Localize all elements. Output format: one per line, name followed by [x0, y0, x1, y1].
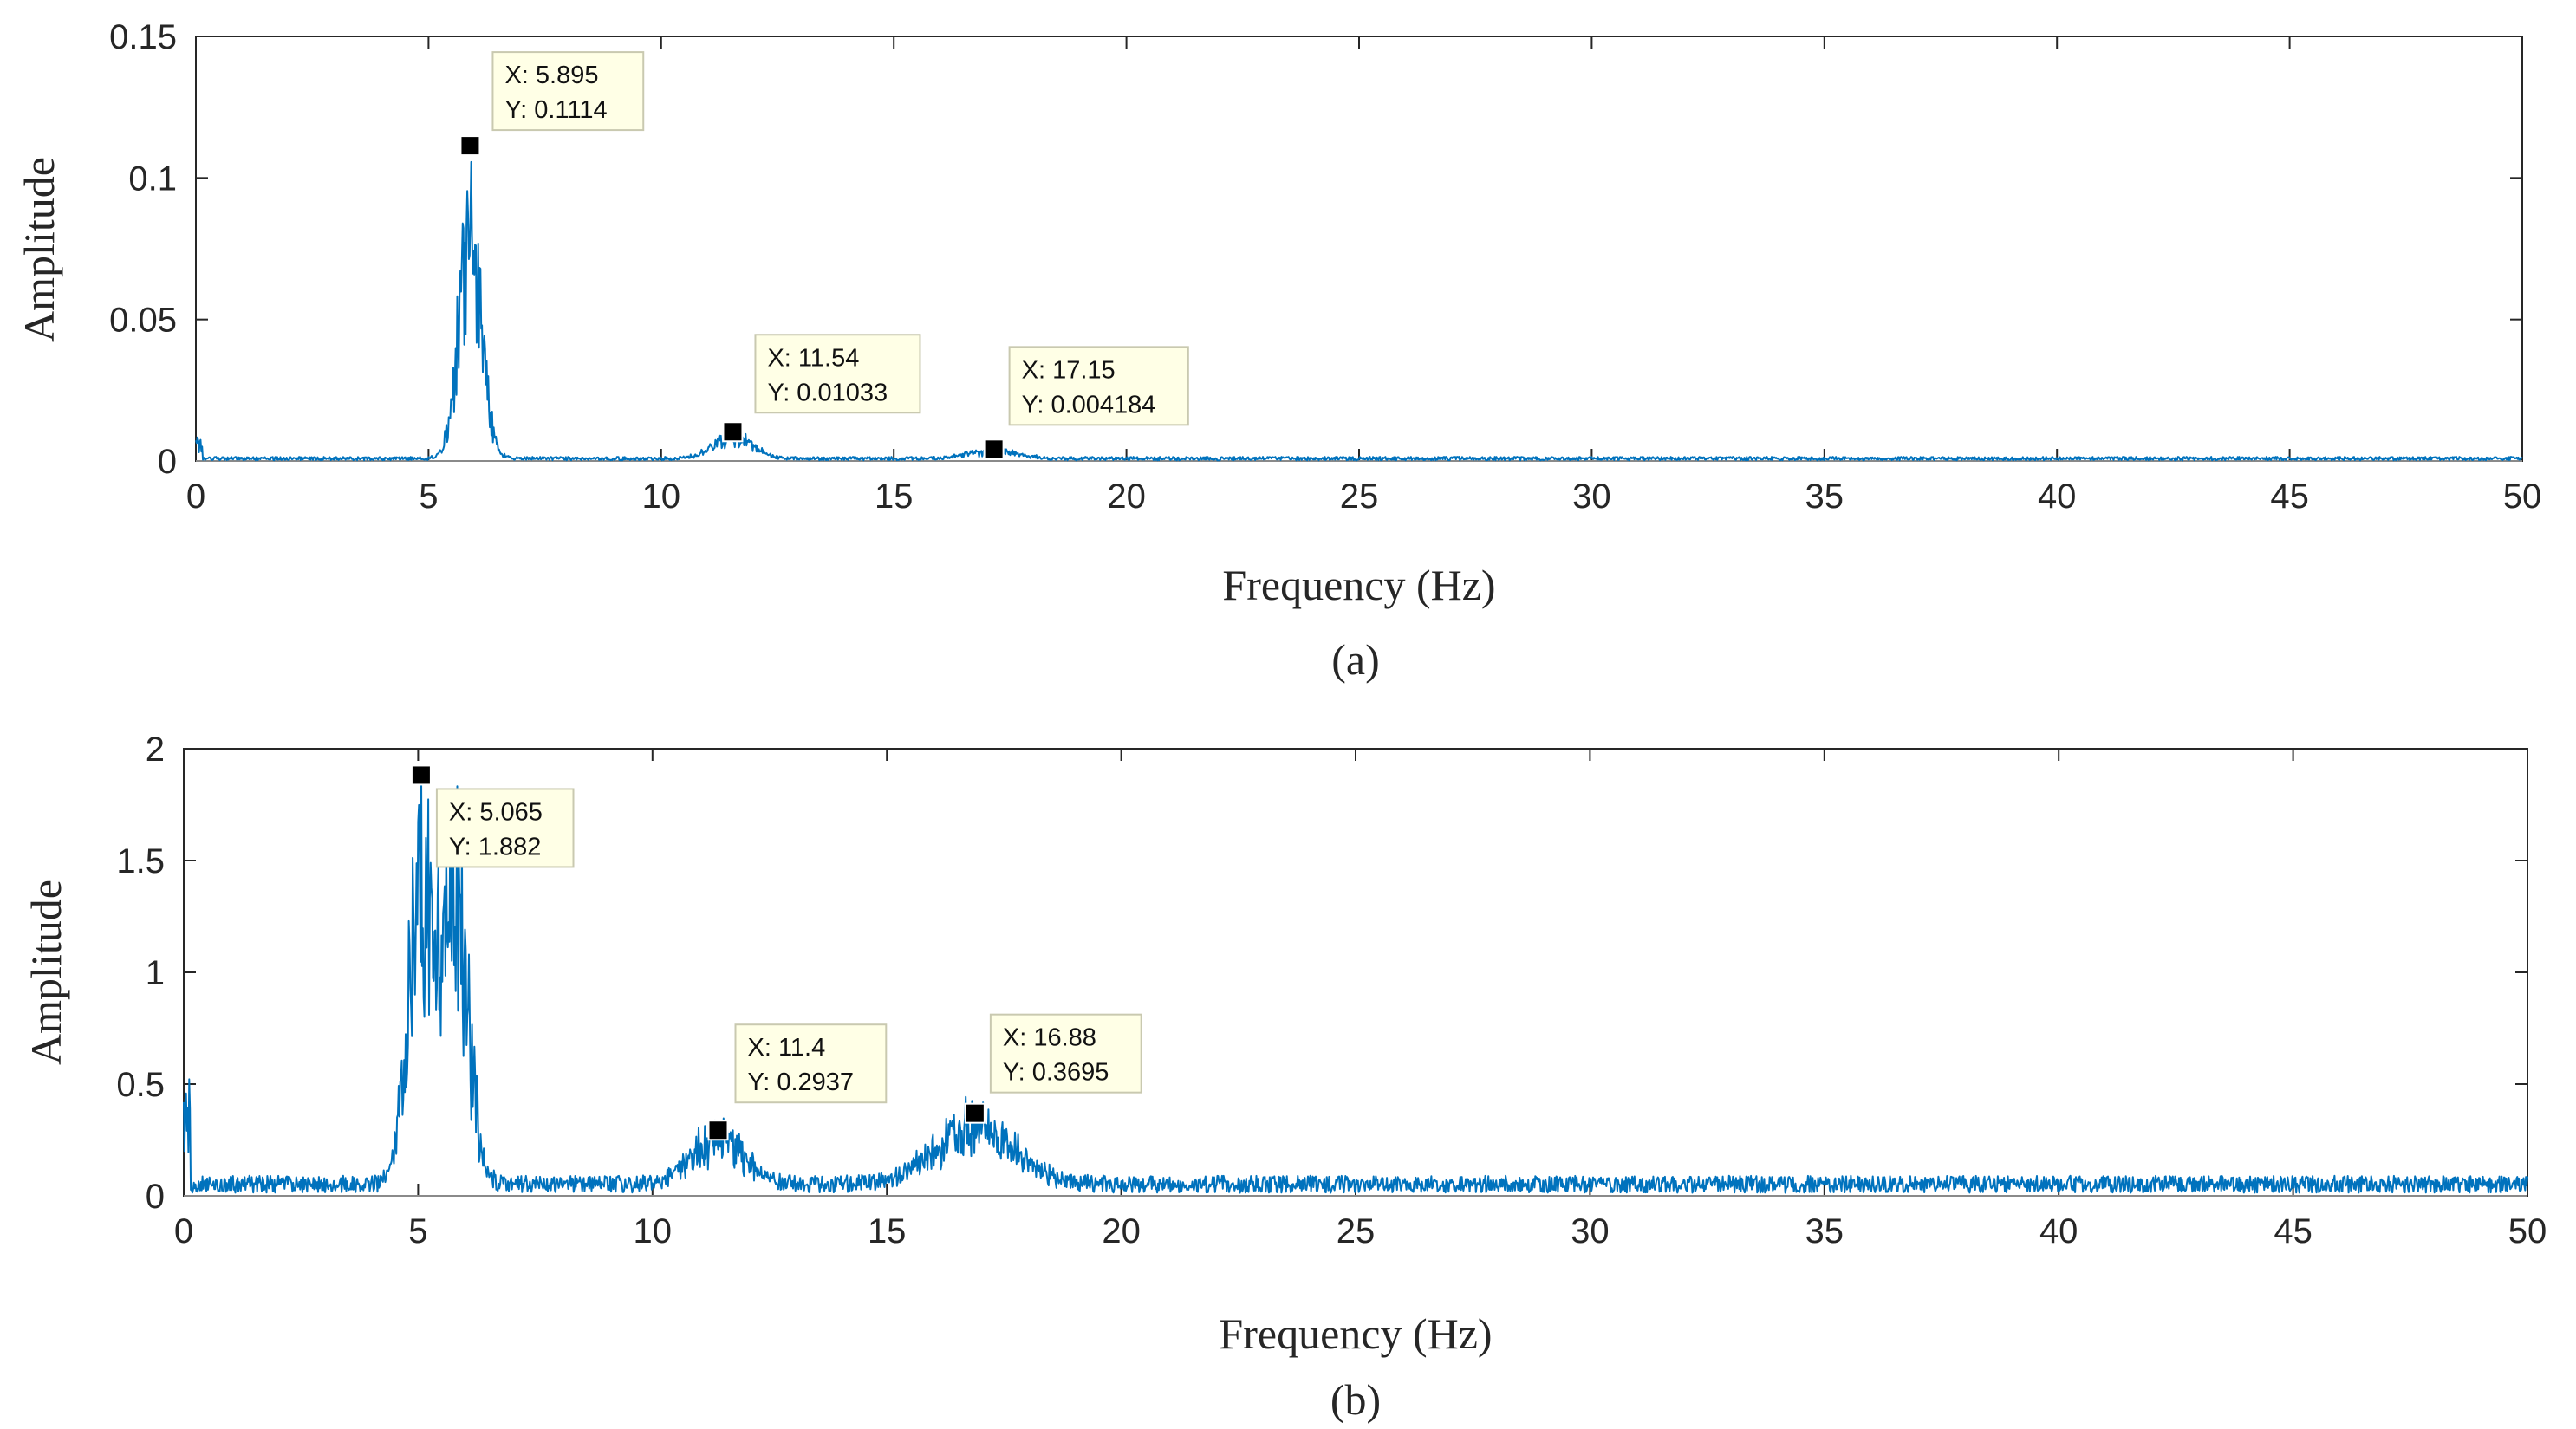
- datatip-box: [734, 1023, 888, 1104]
- datatips-a: X: 5.895 Y: 0.1114 X: 11.54 Y: 0.01033 X: 17…: [459, 51, 1189, 460]
- xtick-label: 40: [2039, 1212, 2078, 1250]
- xtick-label: 20: [1102, 1212, 1141, 1250]
- datatip-box: [435, 788, 575, 868]
- ytick-label: 2: [146, 731, 165, 769]
- datatip-marker: [459, 135, 481, 157]
- xlabel-b: Frequency (Hz): [1219, 1309, 1492, 1358]
- datatips-b: X: 5.065 Y: 1.882 X: 11.4 Y: 0.2937 X: 16.88…: [410, 764, 1142, 1141]
- panel-caption-b: (b): [1330, 1375, 1381, 1424]
- xtick-label: 10: [642, 477, 681, 516]
- ytick-label: 1: [146, 954, 165, 992]
- ticks-b: 0 5 10 15 20 25 30 35 40 45 50 0 0.5 1 1.5 2: [116, 731, 2547, 1250]
- datatip-x: X: 5.895: [504, 62, 598, 89]
- xtick-label: 5: [408, 1212, 427, 1250]
- xtick-label: 40: [2038, 477, 2077, 516]
- datatip-y: Y: 0.004184: [1022, 391, 1156, 419]
- panel-b: 0 5 10 15 20 25 30 35 40 45 50 0 0.5 1 1.5 2 X: 5.065 Y:…: [22, 731, 2547, 1424]
- datatip-y: Y: 0.2937: [748, 1069, 855, 1096]
- xtick-label: 45: [2270, 477, 2309, 516]
- series-a: [195, 160, 2523, 462]
- ytick-label: 1.5: [116, 842, 165, 880]
- xtick-label: 10: [634, 1212, 673, 1250]
- xlabel-a: Frequency (Hz): [1222, 561, 1495, 609]
- ticks-a: 0 5 10 15 20 25 30 35 40 45 50 0 0.05 0.1 0.15: [109, 18, 2541, 516]
- spectrum-line: [195, 160, 2523, 462]
- xtick-label: 35: [1805, 477, 1844, 516]
- datatip-y: Y: 0.3695: [1003, 1059, 1109, 1087]
- datatip-marker: [983, 438, 1005, 460]
- datatip-y: Y: 0.01033: [767, 379, 888, 406]
- datatip-marker: [964, 1102, 986, 1124]
- datatip-x: X: 5.065: [449, 798, 543, 826]
- xtick-label: 50: [2508, 1212, 2547, 1250]
- ytick-label: 0.5: [116, 1066, 165, 1104]
- datatip-x: X: 11.4: [748, 1034, 826, 1062]
- ytick-label: 0.15: [109, 18, 177, 56]
- datatip-x: X: 11.54: [767, 344, 859, 372]
- datatip-y: Y: 1.882: [449, 833, 541, 861]
- datatip-y: Y: 0.1114: [504, 96, 607, 124]
- series-b: [183, 770, 2528, 1197]
- ylabel-b: Amplitude: [22, 880, 70, 1065]
- xtick-label: 25: [1337, 1212, 1376, 1250]
- datatip-marker: [707, 1120, 729, 1141]
- ytick-label: 0: [146, 1178, 165, 1216]
- xtick-label: 15: [875, 477, 914, 516]
- datatip-box: [491, 51, 645, 132]
- xtick-label: 25: [1340, 477, 1379, 516]
- xtick-label: 0: [174, 1212, 193, 1250]
- xtick-label: 30: [1571, 1212, 1610, 1250]
- datatip-box: [989, 1013, 1142, 1094]
- ytick-label: 0.05: [109, 302, 177, 340]
- ylabel-a: Amplitude: [15, 157, 63, 342]
- panel-a: 0 5 10 15 20 25 30 35 40 45 50 0 0.05 0.1 0.15 X: 5.89…: [15, 18, 2541, 684]
- xtick-label: 45: [2274, 1212, 2313, 1250]
- datatip-box: [754, 334, 921, 414]
- ytick-label: 0: [158, 443, 177, 481]
- xtick-label: 5: [419, 477, 438, 516]
- datatip-x: X: 16.88: [1003, 1024, 1096, 1052]
- datatip-x: X: 17.15: [1022, 356, 1116, 384]
- xtick-label: 35: [1805, 1212, 1844, 1250]
- xtick-label: 0: [186, 477, 205, 516]
- datatip-marker: [722, 421, 744, 443]
- ytick-label: 0.1: [128, 159, 177, 198]
- xtick-label: 15: [868, 1212, 907, 1250]
- xtick-label: 50: [2503, 477, 2542, 516]
- spectrum-line: [183, 770, 2528, 1194]
- datatip-box: [1008, 346, 1189, 426]
- datatip-marker: [410, 764, 432, 786]
- xtick-label: 30: [1572, 477, 1611, 516]
- panel-caption-a: (a): [1331, 635, 1380, 684]
- xtick-label: 20: [1107, 477, 1146, 516]
